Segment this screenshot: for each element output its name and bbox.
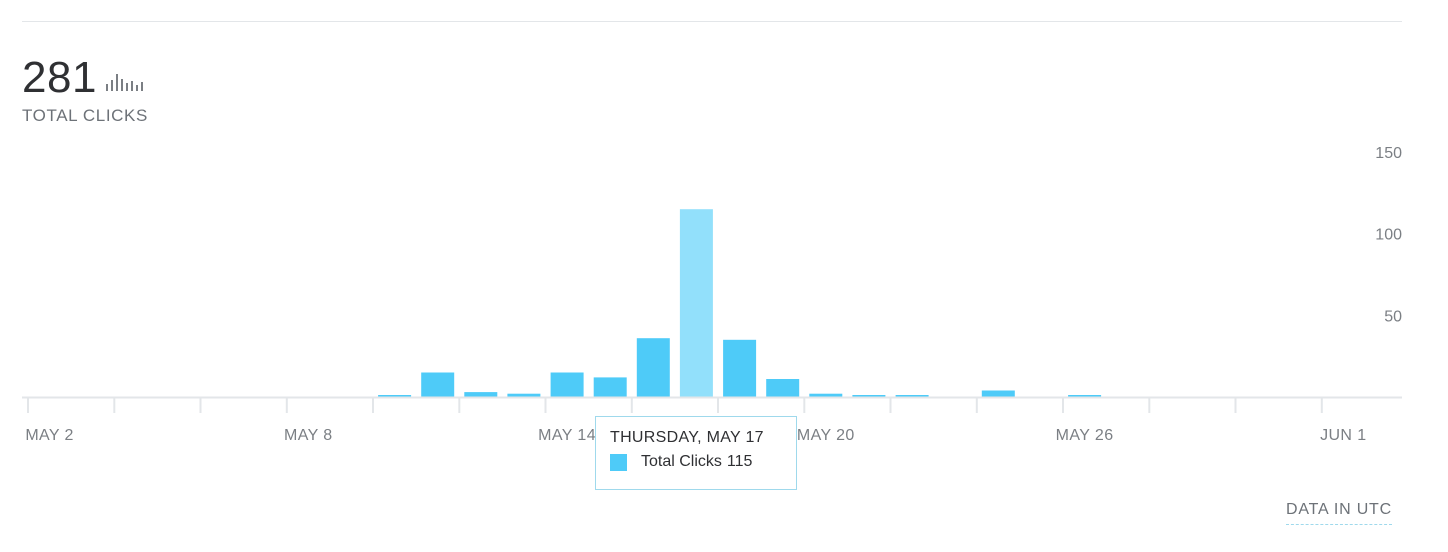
bar-may-10[interactable]: [378, 395, 412, 397]
top-divider: [22, 21, 1402, 22]
x-tick-label: MAY 20: [797, 427, 855, 444]
bar-may-12[interactable]: [464, 392, 498, 397]
bar-may-14[interactable]: [550, 372, 584, 398]
x-tick-label: JUN 1: [1320, 427, 1366, 444]
tooltip-series-label: Total Clicks: [641, 453, 722, 470]
chart-tooltip: THURSDAY, MAY 17 Total Clicks 115: [595, 416, 797, 490]
x-tick-label: MAY 14: [538, 427, 596, 444]
total-clicks-label: TOTAL CLICKS: [22, 106, 148, 125]
total-clicks-value: 281: [22, 53, 97, 102]
bar-may-13[interactable]: [507, 393, 541, 397]
bar-may-16[interactable]: [636, 338, 670, 397]
tooltip-swatch: [610, 453, 627, 471]
bar-may-20[interactable]: [809, 393, 843, 397]
y-tick-label: 150: [1375, 145, 1402, 162]
tooltip-date: THURSDAY, MAY 17: [610, 429, 764, 446]
tooltip-series-row: Total Clicks 115: [610, 453, 796, 471]
data-in-utc-link[interactable]: DATA IN UTC: [1286, 501, 1392, 525]
x-tick-label: MAY 26: [1056, 427, 1114, 444]
bar-may-15[interactable]: [593, 377, 627, 397]
x-tick-label: MAY 8: [284, 427, 333, 444]
bar-may-24[interactable]: [981, 390, 1015, 398]
bar-may-22[interactable]: [895, 395, 929, 397]
tooltip-value: 115: [726, 453, 753, 470]
bar-may-21[interactable]: [852, 395, 886, 397]
bar-may-19[interactable]: [766, 379, 800, 397]
bar-may-18[interactable]: [723, 339, 757, 397]
bar-chart-icon[interactable]: [105, 71, 145, 96]
bar-may-26[interactable]: [1068, 395, 1102, 397]
x-tick-label: MAY 2: [25, 427, 74, 444]
summary-block: 281 TOTAL CLICKS: [22, 52, 148, 126]
y-tick-label: 50: [1384, 308, 1402, 325]
bar-may-17[interactable]: [679, 209, 713, 397]
bar-may-11[interactable]: [421, 372, 455, 398]
y-tick-label: 100: [1375, 227, 1402, 244]
